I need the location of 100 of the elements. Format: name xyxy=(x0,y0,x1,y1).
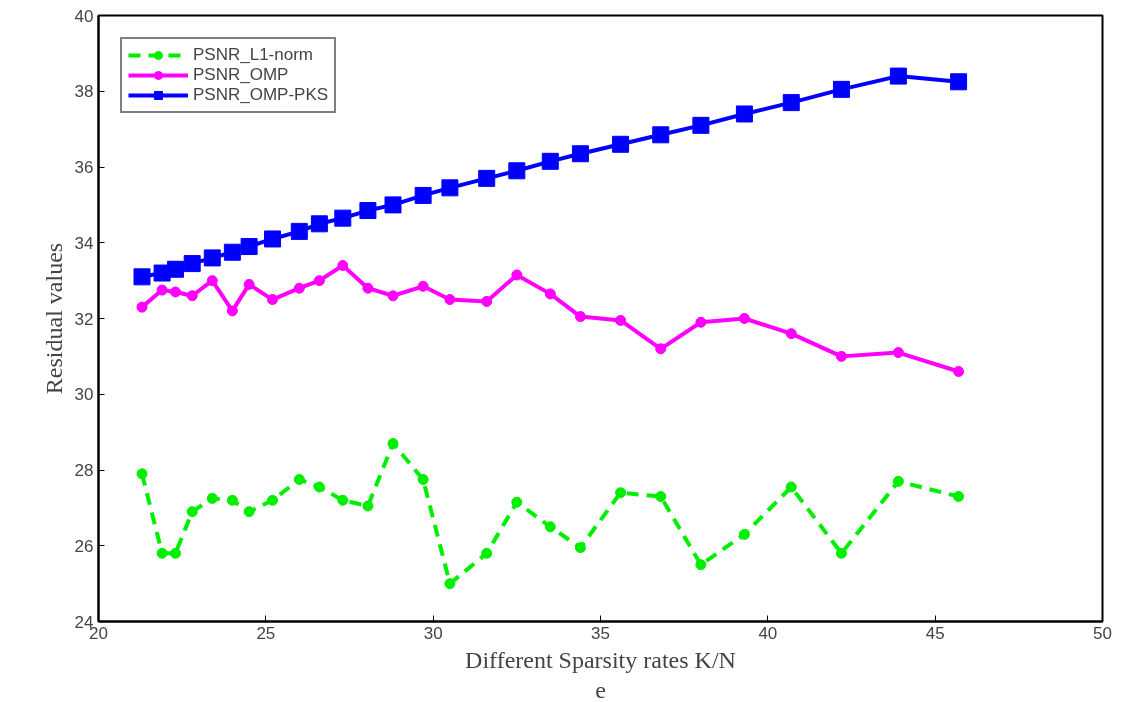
point xyxy=(186,290,198,302)
point xyxy=(738,313,750,324)
point xyxy=(574,311,586,323)
point xyxy=(655,343,667,355)
point xyxy=(156,284,168,296)
point xyxy=(223,243,241,261)
point xyxy=(384,196,402,214)
point xyxy=(695,559,707,571)
y-tick-label: 40 xyxy=(74,6,94,26)
point xyxy=(953,366,965,378)
point xyxy=(414,186,432,204)
point xyxy=(387,438,399,449)
y-tick-label: 32 xyxy=(74,309,94,329)
x-tick-label: 40 xyxy=(758,623,778,643)
point xyxy=(889,67,907,85)
x-axis-title: Different Sparsity rates K/N xyxy=(465,646,736,673)
x-tick-label: 50 xyxy=(1093,623,1112,643)
point xyxy=(541,152,559,170)
point xyxy=(508,162,526,180)
point xyxy=(615,314,627,326)
point xyxy=(169,547,181,559)
point xyxy=(226,305,238,317)
point xyxy=(571,145,589,163)
x-tick-label: 30 xyxy=(423,623,443,643)
point xyxy=(293,282,305,294)
point xyxy=(574,542,586,554)
y-tick-label: 36 xyxy=(74,158,94,177)
y-tick-label: 38 xyxy=(74,82,94,102)
point xyxy=(293,473,305,485)
point xyxy=(738,528,750,540)
point xyxy=(313,275,325,287)
point xyxy=(243,278,255,290)
point xyxy=(892,475,904,487)
point xyxy=(362,282,374,294)
point xyxy=(481,547,493,559)
point xyxy=(267,294,279,306)
point xyxy=(511,496,523,508)
point xyxy=(785,328,797,340)
point xyxy=(735,105,753,123)
point xyxy=(892,347,904,359)
point xyxy=(441,179,459,197)
y-axis-title: Residual values xyxy=(40,242,67,395)
point xyxy=(615,487,627,499)
point xyxy=(387,290,399,302)
point xyxy=(478,169,496,187)
point xyxy=(785,481,797,493)
y-tick-label: 30 xyxy=(74,385,94,405)
point xyxy=(169,286,181,298)
point xyxy=(444,578,456,590)
point xyxy=(136,301,148,313)
point xyxy=(243,506,255,518)
point xyxy=(337,494,349,506)
point xyxy=(166,260,184,278)
point xyxy=(417,473,429,485)
point xyxy=(362,500,374,512)
x-tick-label: 45 xyxy=(925,623,945,643)
point xyxy=(267,494,279,506)
point xyxy=(334,209,352,227)
point xyxy=(206,275,218,287)
x-tick-label: 25 xyxy=(256,623,276,643)
point xyxy=(444,294,456,306)
point xyxy=(203,249,221,267)
point xyxy=(782,94,800,112)
point xyxy=(511,269,523,281)
point xyxy=(612,135,630,153)
point xyxy=(481,295,493,307)
point xyxy=(655,491,667,502)
point xyxy=(544,288,556,300)
point xyxy=(835,350,847,362)
y-tick-label: 34 xyxy=(74,233,94,253)
x-tick-label: 35 xyxy=(591,623,610,643)
point xyxy=(133,268,151,286)
point xyxy=(692,116,710,134)
point xyxy=(206,492,218,504)
point xyxy=(264,230,282,248)
point xyxy=(835,547,847,559)
point xyxy=(290,222,308,240)
point xyxy=(183,255,201,273)
point xyxy=(310,215,328,233)
point xyxy=(337,259,349,271)
legend-label: PSNR_OMP xyxy=(193,65,289,85)
point xyxy=(136,468,148,480)
point xyxy=(240,238,258,256)
point xyxy=(695,316,707,328)
point xyxy=(544,521,556,533)
point xyxy=(652,126,670,144)
point xyxy=(953,491,965,502)
point xyxy=(359,202,377,220)
y-tick-label: 28 xyxy=(74,461,94,480)
point xyxy=(226,494,238,506)
point xyxy=(950,73,968,91)
point xyxy=(313,481,325,493)
y-tick-label: 26 xyxy=(74,536,94,556)
legend-label: PSNR_L1-norm xyxy=(193,45,313,65)
point xyxy=(417,280,429,292)
text: e xyxy=(595,676,606,702)
point xyxy=(186,506,198,518)
point xyxy=(156,547,168,559)
legend-label: PSNR_OMP-PKS xyxy=(193,85,329,105)
point xyxy=(832,80,850,98)
